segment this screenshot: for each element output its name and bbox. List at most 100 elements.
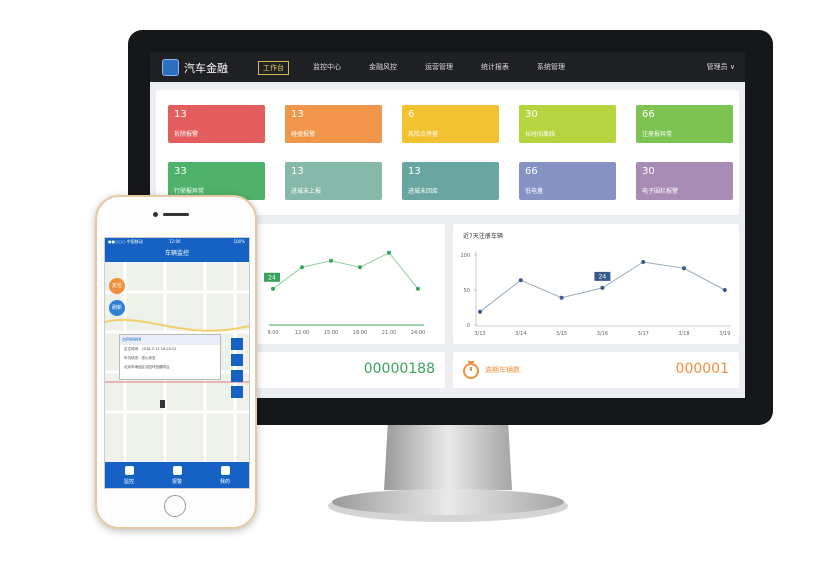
tile-label: 行驶报异常	[174, 188, 205, 195]
timer-icon	[463, 361, 479, 379]
status-tile[interactable]: 30 长时间离线	[519, 105, 616, 143]
y-tick-label: 100	[460, 253, 470, 259]
data-point	[387, 250, 391, 255]
tile-label: 进城未上报	[291, 188, 322, 195]
tiles-panel: 13 拆除报警 13 碰撞报警 6 风险点停留 30 长时间离线 66 注册报异常 33 行驶报异常 1…	[156, 90, 739, 215]
phone-screen: ●●○○○ 中国移动 12:00 100% 车辆监控 定位 刷新 京P99999…	[104, 237, 250, 489]
data-point	[478, 309, 482, 314]
tool-button[interactable]	[231, 386, 243, 398]
status-tile[interactable]: 6 风险点停留	[402, 105, 499, 143]
tile-label: 风险点停留	[408, 131, 439, 138]
tile-label: 注册报异常	[642, 131, 673, 138]
logo	[162, 59, 179, 76]
camera	[153, 212, 158, 217]
tile-label: 拆除报警	[174, 131, 199, 138]
x-tick-label: 3/13	[474, 331, 485, 337]
x-tick-label: 3/15	[556, 331, 567, 337]
x-tick-label: 3/14	[515, 331, 526, 337]
nav-tab[interactable]: 监控中心	[313, 63, 341, 71]
status-tile[interactable]: 13 拆除报警	[168, 105, 265, 143]
nav-tab[interactable]: 统计报表	[481, 63, 509, 71]
counter-value: 000001	[675, 361, 729, 377]
status-tile[interactable]: 13 进城未上报	[285, 162, 382, 200]
status-bar: ●●○○○ 中国移动 12:00 100%	[105, 238, 249, 246]
status-tile[interactable]: 66 注册报异常	[636, 105, 733, 143]
weekly-chart: 近7天注册车辆 0 50 100 3/13 3/14 3/15 3/16 3/17 3/18 3/1…	[460, 232, 731, 337]
popup-plate: 京P99999	[120, 335, 220, 345]
nav-tab[interactable]: 金融风控	[369, 63, 397, 71]
annotation: 24	[268, 274, 276, 281]
tile-label: 低电量	[525, 188, 544, 195]
battery: 100%	[233, 239, 245, 244]
x-tick-label: 3/18	[678, 331, 689, 337]
annotation-box	[594, 271, 611, 281]
nav-tab[interactable]: 系统管理	[537, 63, 565, 71]
tab-icon	[124, 466, 134, 475]
phone-tab[interactable]: 报警	[153, 462, 201, 488]
status-tile[interactable]: 30 电子围栏报警	[636, 162, 733, 200]
x-tick-label: 15:00	[324, 330, 338, 336]
data-point	[600, 285, 605, 290]
x-tick-label: 3/17	[638, 331, 649, 337]
tab-label: 报警	[171, 479, 182, 485]
popup: 京P99999 定位时间：2018-3-12 16:20:22 车况状态：熄火状…	[119, 334, 221, 380]
phone: ●●○○○ 中国移动 12:00 100% 车辆监控 定位 刷新 京P99999…	[95, 195, 257, 529]
x-tick-label: 12:00	[295, 330, 309, 336]
x-tick-label: 3/16	[597, 331, 608, 337]
user-menu[interactable]: 管理员 ∨	[706, 63, 735, 71]
nav-tab[interactable]: 工作台	[258, 61, 289, 75]
tile-value: 66	[525, 166, 538, 177]
phone-tab[interactable]: 我的	[201, 462, 249, 488]
data-line	[272, 252, 419, 290]
data-point	[559, 295, 564, 300]
nav-bar: 汽车金融 工作台 监控中心 金融风控 运营管理 统计报表 系统管理 管理员 ∨	[150, 52, 745, 82]
brand: 汽车金融	[162, 59, 228, 76]
monitor-stand	[328, 420, 568, 522]
tool-button[interactable]	[231, 338, 243, 350]
nav-tab[interactable]: 运营管理	[425, 63, 453, 71]
map-button[interactable]: 刷新	[109, 300, 125, 316]
data-point	[300, 265, 304, 270]
status-tile[interactable]: 66 低电量	[519, 162, 616, 200]
data-point	[358, 265, 362, 270]
status-tile[interactable]: 33 行驶报异常	[168, 162, 265, 200]
tile-value: 33	[174, 166, 187, 177]
tool-button[interactable]	[231, 354, 243, 366]
x-tick-label: 18:00	[353, 330, 367, 336]
x-tick-label: 21:00	[382, 330, 396, 336]
hourly-chart: 9:00 12:00 15:00 18:00 21:00 24:00 24	[264, 250, 425, 336]
home-button[interactable]	[164, 495, 186, 517]
map-button[interactable]: 定位	[109, 278, 125, 294]
annotation-box	[264, 272, 280, 282]
data-point	[518, 278, 523, 283]
phone-tab-bar: 监控 报警 我的	[105, 462, 249, 488]
tile-value: 13	[408, 166, 421, 177]
status-tile[interactable]: 13 碰撞报警	[285, 105, 382, 143]
tile-value: 30	[642, 166, 655, 177]
status-tile[interactable]: 13 进城未回库	[402, 162, 499, 200]
y-tick-label: 0	[467, 323, 470, 329]
y-tick-label: 50	[464, 288, 470, 294]
counter-card: 逾期车辆数 000001	[453, 352, 739, 388]
tile-value: 30	[525, 109, 538, 120]
tile-label: 电子围栏报警	[642, 188, 679, 195]
tab-icon	[172, 466, 182, 475]
tab-icon	[220, 466, 230, 475]
data-point	[271, 286, 275, 291]
tool-button[interactable]	[231, 370, 243, 382]
data-point	[416, 286, 420, 291]
phone-header: 车辆监控	[105, 246, 249, 262]
tile-value: 13	[291, 109, 304, 120]
popup-line: 车况状态：熄火状态	[124, 356, 156, 360]
data-point	[329, 258, 333, 263]
tab-label: 我的	[219, 479, 230, 485]
x-tick-label: 9:00	[267, 330, 278, 336]
phone-tab[interactable]: 监控	[105, 462, 153, 488]
tile-label: 进城未回库	[408, 188, 439, 195]
weekly-panel: 近7天注册车辆 0 50 100 3/13 3/14 3/15 3/16 3/17 3/18 3/1…	[453, 224, 739, 344]
brand-name: 汽车金融	[184, 61, 228, 75]
chart-title: 近7天注册车辆	[463, 232, 503, 240]
tab-label: 监控	[123, 479, 134, 485]
